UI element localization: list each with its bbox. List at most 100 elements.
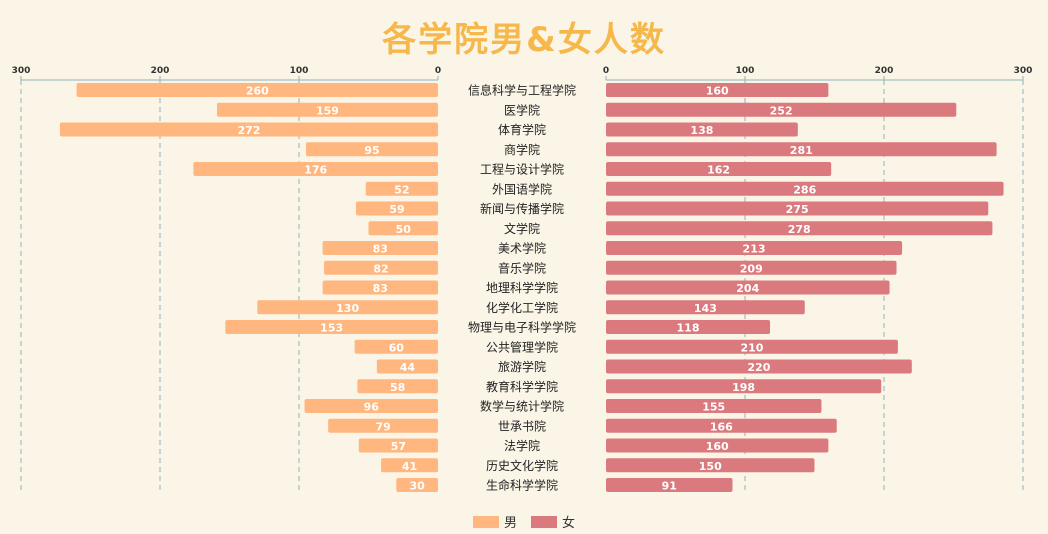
female-bar — [606, 142, 997, 157]
male-bar — [376, 359, 438, 374]
category-label: 物理与电子科学学院 — [468, 320, 576, 335]
female-value-label: 275 — [786, 203, 809, 216]
category-label: 法学院 — [504, 438, 540, 453]
male-bar — [357, 379, 438, 394]
male-value-label: 57 — [391, 440, 406, 453]
left-axis-tick-label: 200 — [151, 66, 170, 76]
category-label: 美术学院 — [498, 241, 546, 256]
female-bar — [606, 280, 890, 295]
female-value-label: 150 — [699, 460, 722, 473]
legend: 男 女 — [0, 512, 1048, 531]
legend-item-male[interactable]: 男 — [472, 512, 517, 531]
category-label: 工程与设计学院 — [480, 162, 564, 177]
legend-label-male: 男 — [503, 516, 517, 531]
female-bar — [606, 122, 798, 137]
category-label: 体育学院 — [498, 122, 546, 137]
legend-label-female: 女 — [562, 516, 576, 531]
male-value-label: 83 — [373, 282, 388, 295]
female-bar — [606, 162, 832, 176]
male-value-label: 44 — [400, 361, 416, 374]
female-bar — [606, 201, 989, 216]
female-value-label: 198 — [732, 381, 755, 394]
male-value-label: 59 — [389, 203, 404, 216]
male-value-label: 30 — [409, 480, 425, 493]
female-value-label: 286 — [793, 183, 816, 196]
female-value-label: 220 — [747, 361, 770, 374]
male-value-label: 159 — [316, 104, 339, 117]
male-bar — [76, 83, 438, 97]
category-label: 历史文化学院 — [486, 458, 558, 473]
category-label: 旅游学院 — [498, 359, 546, 374]
female-bar — [606, 260, 897, 275]
female-value-label: 213 — [743, 243, 766, 256]
left-axis-tick-label: 100 — [290, 66, 309, 76]
legend-item-female[interactable]: 女 — [531, 512, 575, 531]
female-bar — [606, 418, 837, 433]
male-value-label: 52 — [394, 183, 409, 196]
female-value-label: 160 — [706, 440, 729, 453]
female-value-label: 118 — [677, 322, 700, 335]
male-value-label: 83 — [373, 243, 388, 256]
male-value-label: 153 — [320, 322, 343, 335]
category-label: 生命科学学院 — [486, 478, 558, 493]
male-value-label: 176 — [304, 164, 327, 177]
category-label: 医学院 — [504, 102, 540, 117]
left-axis-tick-label: 300 — [12, 66, 31, 76]
right-axis-tick-label: 200 — [875, 66, 894, 76]
right-axis-tick-label: 0 — [603, 66, 609, 76]
category-label: 信息科学与工程学院 — [468, 83, 576, 98]
category-label: 音乐学院 — [498, 260, 546, 275]
male-value-label: 272 — [237, 124, 260, 137]
male-bar — [257, 300, 438, 315]
female-bar — [606, 359, 912, 374]
female-bar — [606, 221, 993, 236]
male-bar — [193, 162, 438, 176]
female-bar — [606, 478, 733, 492]
male-bar — [365, 181, 438, 196]
legend-swatch-female — [531, 515, 557, 528]
left-axis-tick-label: 0 — [435, 66, 441, 76]
male-bar — [322, 280, 438, 295]
female-bar — [606, 438, 829, 453]
female-value-label: 160 — [706, 85, 729, 98]
male-bar — [381, 458, 438, 473]
female-bar — [606, 181, 1004, 196]
female-value-label: 210 — [740, 341, 763, 354]
female-bar — [606, 399, 822, 413]
male-bar — [358, 438, 438, 453]
female-bar — [606, 241, 903, 255]
male-bar — [354, 339, 438, 354]
male-bar — [322, 241, 438, 255]
male-bar — [304, 399, 438, 413]
female-value-label: 278 — [788, 223, 811, 236]
category-label: 数学与统计学院 — [480, 399, 564, 414]
female-value-label: 281 — [790, 144, 813, 157]
female-value-label: 91 — [662, 480, 677, 493]
male-bar — [305, 142, 438, 157]
legend-swatch-male — [472, 515, 499, 528]
male-bar — [368, 221, 438, 236]
female-bar — [606, 83, 829, 97]
male-value-label: 130 — [336, 302, 359, 315]
female-bar — [606, 458, 815, 473]
male-value-label: 260 — [246, 85, 269, 98]
female-value-label: 143 — [694, 302, 717, 315]
male-bar — [324, 260, 438, 275]
male-bar — [59, 122, 439, 137]
right-axis-tick-label: 300 — [1014, 66, 1033, 76]
category-label: 化学化工学院 — [486, 300, 558, 315]
category-label: 外国语学院 — [492, 181, 552, 196]
male-value-label: 79 — [375, 420, 390, 433]
right-axis-tick-label: 100 — [736, 66, 755, 76]
female-bar — [606, 102, 957, 117]
male-bar — [225, 320, 438, 334]
male-bar — [216, 102, 438, 117]
category-label: 公共管理学院 — [486, 339, 558, 354]
female-value-label: 209 — [740, 262, 763, 275]
category-label: 商学院 — [504, 142, 540, 157]
female-value-label: 204 — [736, 282, 759, 295]
female-value-label: 166 — [710, 420, 733, 433]
male-bar — [396, 478, 438, 492]
category-label: 教育科学学院 — [486, 379, 558, 394]
